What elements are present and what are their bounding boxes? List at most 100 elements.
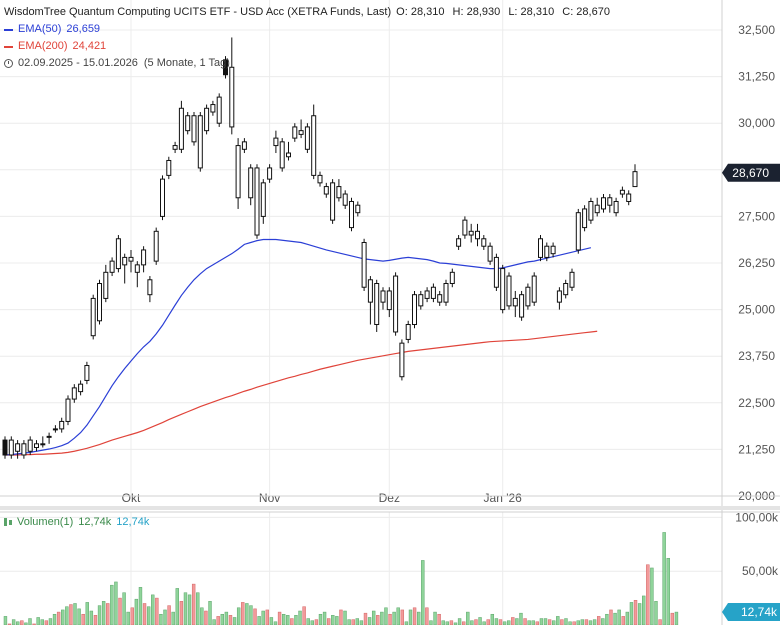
- volume-bar: [371, 610, 376, 625]
- volume-bar: [290, 618, 294, 625]
- x-tick-label: Nov: [259, 491, 280, 505]
- candle-up: [449, 271, 455, 285]
- volume-bar: [515, 618, 519, 625]
- volume-bar: [11, 619, 16, 625]
- candle-up: [216, 96, 222, 124]
- x-tick-label: Jan '26: [484, 491, 523, 505]
- candle-up: [109, 260, 115, 273]
- volume-bar: [490, 613, 495, 625]
- volume-bar-icon: [4, 518, 7, 526]
- volume-bar: [7, 623, 12, 625]
- volume-bar: [674, 611, 679, 625]
- candle-up: [103, 271, 109, 299]
- candle-up: [588, 200, 594, 221]
- volume-bar: [408, 609, 413, 625]
- candle-up: [153, 230, 159, 262]
- candle-up: [330, 182, 336, 221]
- volume-bar: [662, 532, 666, 625]
- volume-bar: [183, 592, 188, 625]
- candle-up: [430, 286, 436, 299]
- volume-bar: [392, 611, 396, 625]
- volume-bar: [347, 619, 351, 625]
- volume-bar: [363, 612, 368, 625]
- volume-bar: [93, 615, 98, 625]
- range-row[interactable]: 02.09.2025 - 15.01.2026 (5 Monate, 1 Tag…: [4, 55, 610, 72]
- candle-up: [601, 197, 606, 210]
- volume-bar: [65, 606, 69, 625]
- candle-up: [531, 275, 537, 303]
- volume-bar: [478, 617, 482, 625]
- volume-bar: [245, 603, 249, 625]
- volume-bar: [187, 594, 192, 625]
- volume-bar: [216, 616, 220, 625]
- volume-bar: [646, 564, 650, 625]
- candle-up: [519, 294, 525, 318]
- candle-up: [380, 290, 386, 303]
- volume-bar: [77, 608, 81, 625]
- volume-bar: [200, 607, 204, 625]
- high-value: H: 28,930: [452, 6, 501, 18]
- volume-bar: [118, 597, 122, 625]
- volume-bar: [314, 619, 319, 625]
- volume-bar: [122, 592, 126, 625]
- candle-up: [65, 398, 71, 422]
- volume-legend[interactable]: Volumen(1) 12,74k 12,74k: [4, 516, 149, 528]
- ema200-value: 24,421: [72, 40, 107, 52]
- candle-up: [538, 238, 543, 258]
- ema50-path: [4, 238, 592, 456]
- volume-bar: [286, 615, 290, 625]
- volume-bar: [191, 583, 196, 625]
- candle-up: [399, 342, 405, 378]
- volume-bar: [167, 605, 171, 625]
- volume-bar: [658, 619, 662, 625]
- volume-bar: [196, 592, 200, 625]
- chart-legend: WisdomTree Quantum Computing UCITS ETF -…: [4, 4, 610, 72]
- volume-bar: [212, 619, 216, 625]
- volume-bar: [433, 611, 437, 625]
- candle-up: [235, 145, 241, 199]
- volume-bar: [130, 607, 134, 625]
- candle-up: [46, 435, 52, 438]
- volume-bar: [601, 618, 605, 625]
- volume-bar: [552, 620, 556, 625]
- volume-bar: [609, 609, 613, 625]
- volume-bar: [331, 615, 335, 625]
- volume-bar: [584, 619, 589, 625]
- candle-up: [582, 208, 588, 229]
- volume-bar: [519, 612, 523, 625]
- ema200-legend[interactable]: EMA(200) 24,421: [4, 38, 610, 55]
- volume-bar: [110, 584, 114, 625]
- volume-bar: [151, 594, 155, 625]
- candle-up: [286, 152, 291, 158]
- price-tick-label: 23,750: [738, 349, 775, 363]
- candle-up: [160, 178, 165, 217]
- volume-bar: [249, 605, 253, 625]
- volume-bar: [588, 620, 593, 625]
- volume-bar: [40, 619, 44, 625]
- candle-up: [172, 145, 178, 150]
- candle-up: [122, 256, 128, 266]
- candle-up: [525, 286, 531, 307]
- volume-bar: [376, 615, 380, 625]
- volume-bar: [351, 619, 355, 625]
- candle-up: [462, 219, 468, 236]
- candle-up: [241, 141, 247, 150]
- price-tick-label: 22,500: [738, 396, 775, 410]
- volume-bar: [175, 588, 179, 625]
- candle-up: [386, 290, 392, 311]
- volume-bar: [629, 602, 634, 625]
- volume-bar: [155, 597, 159, 625]
- title-row: WisdomTree Quantum Computing UCITS ETF -…: [4, 4, 610, 21]
- candle-up: [298, 130, 304, 135]
- ema50-legend[interactable]: EMA(50) 26,659: [4, 21, 610, 38]
- candle-up: [191, 115, 197, 143]
- volume-grid: [0, 512, 722, 625]
- ema200-label: EMA(200): [18, 40, 68, 52]
- volume-bar: [367, 617, 372, 625]
- volume-bar: [20, 620, 24, 625]
- candle-up: [336, 186, 342, 199]
- volume-bar: [306, 618, 310, 625]
- candle-up: [475, 230, 480, 240]
- volume-last-badge: [722, 603, 780, 621]
